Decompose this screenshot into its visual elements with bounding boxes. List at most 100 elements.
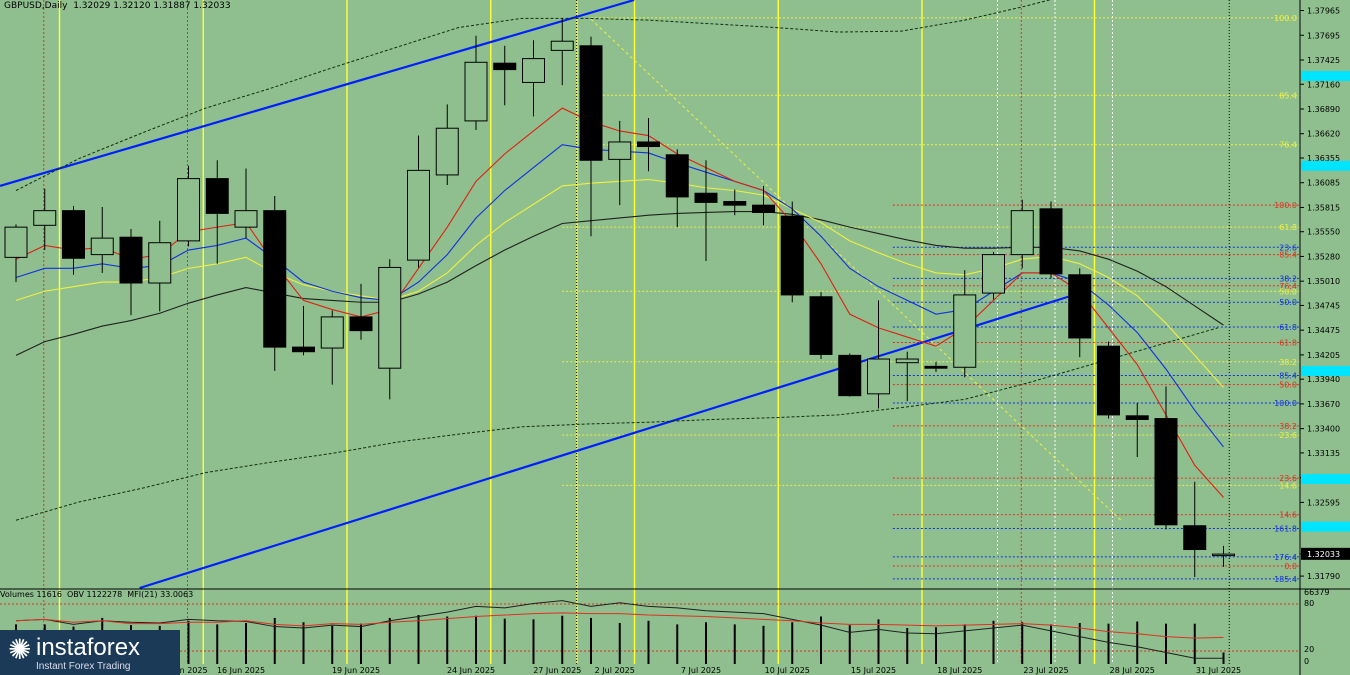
price-marker bbox=[1301, 71, 1350, 82]
candle-body bbox=[378, 266, 402, 369]
fib-level-label: 85.4 bbox=[1279, 91, 1297, 100]
candle-body bbox=[90, 237, 114, 256]
price-tick-label: 1.33135 bbox=[1307, 449, 1340, 458]
price-tick-label: 1.33400 bbox=[1307, 425, 1340, 434]
fib-level-label: 61.8 bbox=[1279, 339, 1297, 348]
lower-trendline bbox=[139, 295, 1069, 590]
candle-body bbox=[809, 296, 833, 355]
fib-level-label: 23.6 bbox=[1279, 431, 1297, 440]
price-tick-label: 1.34745 bbox=[1307, 301, 1340, 310]
date-label: 7 Jul 2025 bbox=[681, 666, 721, 675]
fib-level-label: 76.4 bbox=[1279, 141, 1297, 150]
price-marker bbox=[1301, 365, 1350, 376]
candle-body bbox=[752, 204, 775, 213]
volume-axis-label: 80 bbox=[1304, 599, 1314, 608]
fib-level-label: 38.2 bbox=[1279, 358, 1297, 367]
fib-level-label: 185.4 bbox=[1274, 575, 1297, 584]
fib-level-label: 100.0 bbox=[1274, 14, 1297, 23]
fib-level-label: 23.6 bbox=[1279, 474, 1297, 483]
obv-line bbox=[15, 600, 1224, 659]
date-label: 15 Jul 2025 bbox=[851, 666, 896, 675]
fib-level-label: 161.8 bbox=[1274, 524, 1297, 533]
candle-body bbox=[1039, 208, 1063, 275]
price-tick-label: 1.37160 bbox=[1307, 80, 1340, 89]
candle-body bbox=[982, 254, 1005, 294]
fib-level-label: 61.8 bbox=[1279, 323, 1297, 332]
price-tick-label: 1.34475 bbox=[1307, 326, 1340, 335]
price-tick-label: 1.33670 bbox=[1307, 400, 1340, 409]
fib-level-label: 50.0 bbox=[1279, 287, 1297, 296]
price-tick-label: 1.36620 bbox=[1307, 130, 1340, 139]
fib-level-label: 85.4 bbox=[1279, 251, 1297, 260]
candle-body bbox=[33, 210, 57, 226]
price-axis-bg bbox=[1300, 0, 1350, 675]
candle-body bbox=[234, 210, 258, 228]
price-marker bbox=[1301, 474, 1350, 485]
price-tick-label: 1.36355 bbox=[1307, 154, 1340, 163]
price-tick-label: 1.32033 bbox=[1307, 550, 1340, 559]
candle-body bbox=[780, 215, 804, 296]
volume-axis-label: 0 bbox=[1304, 657, 1309, 666]
candle-body bbox=[579, 45, 603, 161]
candle-body bbox=[1183, 525, 1207, 551]
candle-body bbox=[1010, 210, 1034, 256]
candle-body bbox=[1212, 553, 1235, 557]
price-tick-label: 1.32595 bbox=[1307, 498, 1340, 507]
candle-body bbox=[665, 154, 689, 198]
fib-level-label: 14.6 bbox=[1279, 511, 1297, 520]
instaforex-logo[interactable]: ✺ instaforex Instant Forex Trading bbox=[0, 630, 180, 675]
volume-axis-label: 66379 bbox=[1304, 588, 1329, 597]
price-tick-label: 1.36890 bbox=[1307, 105, 1340, 114]
fib-level-label: 176.4 bbox=[1274, 553, 1297, 562]
fib-level-label: 38.2 bbox=[1279, 422, 1297, 431]
fib-level-label: 85.4 bbox=[1279, 372, 1297, 381]
price-tick-label: 1.33940 bbox=[1307, 375, 1340, 384]
logo-name: instaforex bbox=[36, 634, 141, 661]
date-label: 24 Jun 2025 bbox=[447, 666, 495, 675]
candle-body bbox=[493, 62, 517, 71]
date-label: 16 Jun 2025 bbox=[217, 666, 265, 675]
candle-body bbox=[522, 58, 545, 83]
price-tick-label: 1.37965 bbox=[1307, 7, 1340, 16]
date-label: 11 Jun 2025 bbox=[159, 666, 207, 675]
fib-level-label: 0.0 bbox=[1284, 562, 1297, 571]
symbol-label: GBPUSD,Daily bbox=[4, 1, 68, 11]
candle-body bbox=[953, 294, 977, 368]
fib-level-label: 61.8 bbox=[1279, 223, 1297, 232]
ohlc-values: 1.32029 1.32120 1.31887 1.32033 bbox=[73, 1, 231, 11]
candle-body bbox=[435, 127, 459, 176]
candle-body bbox=[1125, 415, 1149, 420]
date-label: 23 Jul 2025 bbox=[1023, 666, 1068, 675]
date-label: 10 Jul 2025 bbox=[765, 666, 810, 675]
price-tick-label: 1.37695 bbox=[1307, 31, 1340, 40]
candle-body bbox=[349, 316, 373, 332]
date-label: 18 Jul 2025 bbox=[937, 666, 982, 675]
candle-body bbox=[867, 358, 890, 395]
candle-body bbox=[407, 169, 430, 261]
fib-level-label: 76.4 bbox=[1279, 282, 1297, 291]
indicator-header: Volumes 11616 OBV 1122278 MFI(21) 33.006… bbox=[0, 590, 194, 599]
candle-body bbox=[1068, 274, 1092, 339]
fib-level-label: 100.0 bbox=[1274, 399, 1297, 408]
envelope-upper bbox=[15, 0, 1052, 191]
price-marker bbox=[1301, 521, 1350, 532]
price-tick-label: 1.31790 bbox=[1307, 572, 1340, 581]
fib-level-label: 50.0 bbox=[1279, 381, 1297, 390]
date-label: 19 Jun 2025 bbox=[332, 666, 380, 675]
candle-body bbox=[320, 316, 344, 349]
envelope-lower bbox=[15, 327, 1218, 521]
price-tick-label: 1.35010 bbox=[1307, 277, 1340, 286]
date-label: 31 Jul 2025 bbox=[1196, 666, 1241, 675]
price-tick-label: 1.35550 bbox=[1307, 228, 1340, 237]
candle-body bbox=[148, 242, 172, 284]
candle-body bbox=[1097, 345, 1120, 416]
price-marker bbox=[1301, 160, 1350, 171]
date-label: 2 Jul 2025 bbox=[595, 666, 635, 675]
candle-body bbox=[895, 358, 919, 364]
price-tick-label: 1.35280 bbox=[1307, 252, 1340, 261]
candle-body bbox=[694, 192, 718, 203]
date-label: 27 Jun 2025 bbox=[533, 666, 581, 675]
chart-header: GBPUSD,Daily 1.32029 1.32120 1.31887 1.3… bbox=[4, 1, 231, 11]
candle-body bbox=[62, 210, 85, 259]
